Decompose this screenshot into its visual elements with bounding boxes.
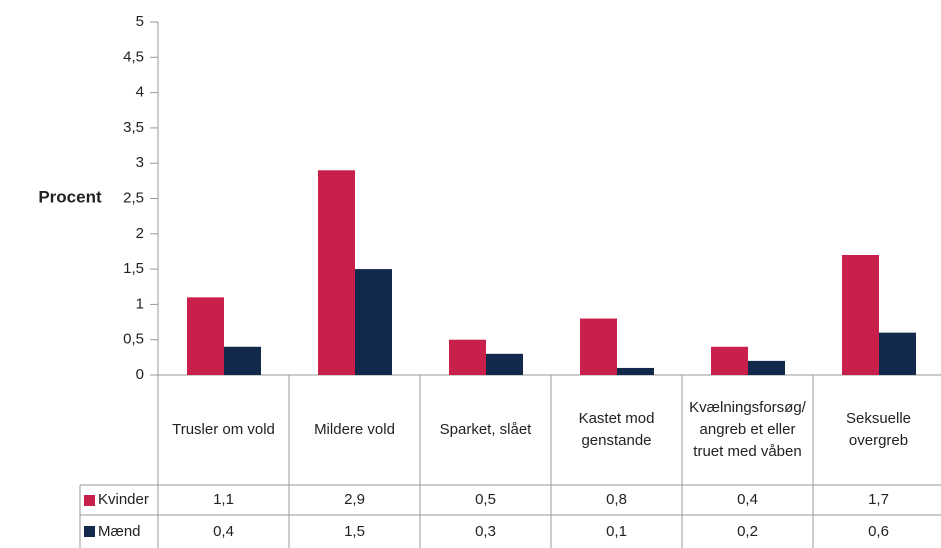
- legend-swatch: [84, 494, 95, 506]
- legend-label: Kvinder: [98, 491, 149, 508]
- category-label: Kastet mod genstande: [578, 410, 655, 449]
- table-value: 0,2: [737, 522, 758, 540]
- category-label: Sparket, slået: [439, 421, 532, 438]
- y-tick-label: 1: [136, 295, 144, 312]
- bar: [711, 346, 748, 375]
- category-label: Trusler om vold: [172, 421, 275, 438]
- bar: [187, 297, 224, 375]
- table-value: 0,3: [475, 522, 496, 540]
- table-value: 0,6: [868, 522, 889, 540]
- category-label: Seksuelle overgreb: [845, 410, 912, 449]
- table-value: 2,9: [344, 491, 365, 508]
- y-tick-label: 0: [136, 366, 144, 383]
- bar: [842, 254, 879, 375]
- y-tick-label: 4,5: [123, 48, 144, 65]
- bar: [355, 269, 392, 375]
- y-tick-label: 0,5: [123, 331, 144, 348]
- legend-label: Mænd: [98, 522, 141, 540]
- bar: [580, 318, 617, 375]
- legend-cell: Mænd: [80, 515, 158, 548]
- table-value: 0,4: [737, 491, 758, 508]
- bar: [748, 360, 785, 375]
- bar: [879, 332, 916, 375]
- table-value: 0,5: [475, 491, 496, 508]
- table-value: 1,1: [213, 491, 234, 508]
- bar: [318, 170, 355, 375]
- table-value: 1,5: [344, 522, 365, 540]
- category-label: Kvælningsforsøg/angreb et eller truet me…: [689, 399, 806, 460]
- y-axis-label: Procent: [38, 187, 102, 206]
- y-tick-label: 2,5: [123, 189, 144, 206]
- table-value: 1,7: [868, 491, 889, 508]
- legend-swatch: [84, 526, 95, 537]
- bar: [617, 367, 654, 375]
- bar: [486, 353, 523, 375]
- table-value: 0,4: [213, 522, 234, 540]
- y-tick-label: 1,5: [123, 260, 144, 277]
- y-tick-label: 2: [136, 225, 144, 242]
- y-tick-label: 3,5: [123, 119, 144, 136]
- legend-cell: Kvinder: [80, 485, 158, 515]
- category-label: Mildere vold: [314, 421, 395, 438]
- bar: [224, 346, 261, 375]
- y-tick-label: 5: [136, 13, 144, 30]
- y-tick-label: 4: [136, 84, 144, 101]
- bar: [449, 339, 486, 375]
- table-value: 0,1: [606, 522, 627, 540]
- y-tick-label: 3: [136, 154, 144, 171]
- table-value: 0,8: [606, 491, 627, 508]
